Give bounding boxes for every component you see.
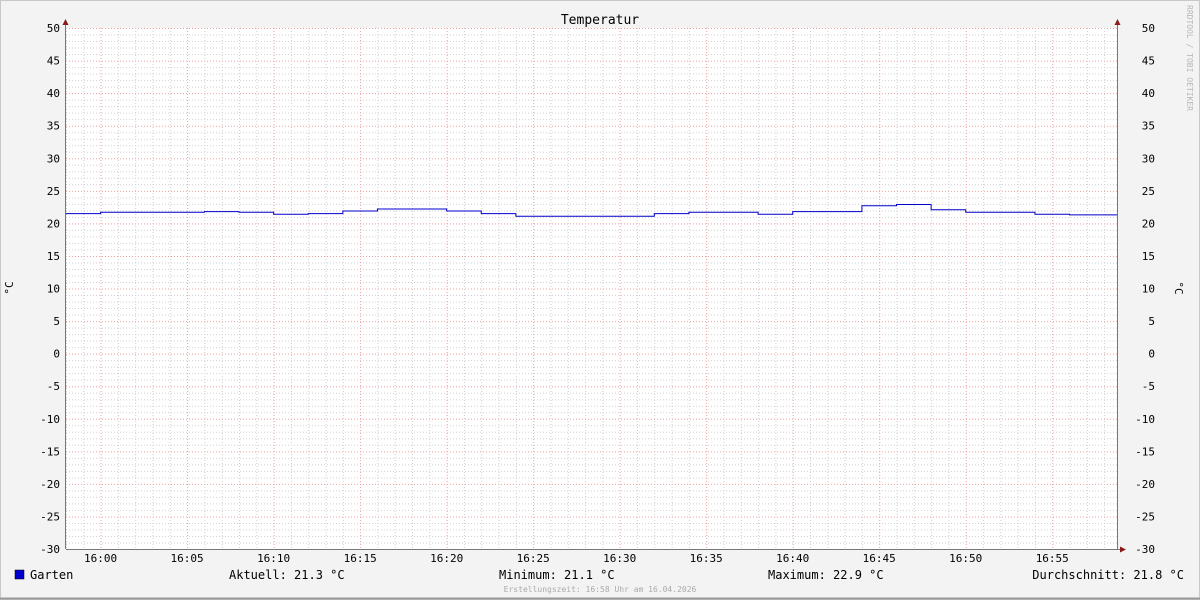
- x-tick-label: 16:40: [776, 552, 809, 565]
- x-tick-label: 16:30: [603, 552, 636, 565]
- legend-minimum: Minimum: 21.1 °C: [499, 568, 615, 582]
- y-tick-label-right: 0: [1148, 348, 1155, 361]
- y-tick-label-right: -10: [1135, 413, 1155, 426]
- x-tick-label: 16:15: [344, 552, 377, 565]
- y-tick-label-right: 5: [1148, 315, 1155, 328]
- y-tick-label-right: 35: [1142, 120, 1155, 133]
- legend-average: Durchschnitt: 21.8 °C: [1032, 568, 1184, 582]
- y-tick-label-left: 40: [47, 87, 60, 100]
- y-tick-label-right: 10: [1142, 283, 1155, 296]
- y-axis-arrow-left-icon: [62, 19, 69, 25]
- y-tick-label-left: -5: [47, 380, 60, 393]
- legend-current: Aktuell: 21.3 °C: [229, 568, 345, 582]
- y-tick-label-left: 35: [47, 120, 60, 133]
- y-tick-label-left: 5: [53, 315, 60, 328]
- legend-maximum: Maximum: 22.9 °C: [768, 568, 884, 582]
- y-tick-label-left: 20: [47, 217, 60, 230]
- legend-swatch-garten: [14, 569, 25, 580]
- watermark: RRDTOOL / TOBI OETIKER: [1185, 5, 1194, 111]
- y-tick-label-left: 50: [47, 22, 60, 35]
- x-tick-label: 16:10: [257, 552, 290, 565]
- y-tick-label-left: -30: [40, 543, 60, 556]
- y-tick-label-right: 25: [1142, 185, 1155, 198]
- grid: [66, 28, 1118, 550]
- y-tick-label-right: 15: [1142, 250, 1155, 263]
- legend-series-label: Garten: [30, 568, 73, 582]
- y-tick-label-left: -10: [40, 413, 60, 426]
- y-tick-label-left: 45: [47, 55, 60, 68]
- chart-title: Temperatur: [561, 13, 639, 28]
- creation-time-footer: Erstellungszeit: 16:58 Uhr am 16.04.2026: [504, 585, 697, 594]
- series-layer: [65, 203, 1118, 217]
- x-tick-label: 16:05: [171, 552, 204, 565]
- legend: Garten Aktuell: 21.3 °C Minimum: 21.1 °C…: [14, 568, 1184, 582]
- y-tick-label-right: 50: [1142, 22, 1155, 35]
- x-tick-label: 16:50: [949, 552, 982, 565]
- y-tick-label-left: -20: [40, 478, 60, 491]
- y-tick-label-right: 45: [1142, 55, 1155, 68]
- x-axis-arrow-icon: [1120, 546, 1126, 553]
- y-tick-label-left: 10: [47, 283, 60, 296]
- y-tick-label-right: 40: [1142, 87, 1155, 100]
- x-tick-label: 16:35: [690, 552, 723, 565]
- y-axis-arrow-right-icon: [1114, 19, 1121, 25]
- y-tick-label-right: 20: [1142, 217, 1155, 230]
- y-tick-label-right: -30: [1135, 543, 1155, 556]
- y-tick-label-left: -25: [40, 510, 60, 523]
- x-tick-label: 16:25: [517, 552, 550, 565]
- x-tick-label: 16:45: [863, 552, 896, 565]
- y-axis-label-left: °C: [3, 281, 16, 294]
- y-tick-label-right: -20: [1135, 478, 1155, 491]
- y-tick-label-left: 30: [47, 152, 60, 165]
- y-tick-label-left: 25: [47, 185, 60, 198]
- y-tick-label-left: 15: [47, 250, 60, 263]
- y-tick-label-right: -25: [1135, 510, 1155, 523]
- axes: [62, 19, 1126, 553]
- x-tick-label: 16:00: [84, 552, 117, 565]
- x-tick-label: 16:20: [430, 552, 463, 565]
- y-tick-label-left: -15: [40, 445, 60, 458]
- x-tick-label: 16:55: [1036, 552, 1069, 565]
- y-tick-label-right: -15: [1135, 445, 1155, 458]
- y-axis-label-right: °C: [1172, 281, 1185, 294]
- y-tick-label-right: 30: [1142, 152, 1155, 165]
- y-tick-label-right: -5: [1142, 380, 1155, 393]
- series-line-garten: [66, 203, 1118, 217]
- y-tick-label-left: 0: [53, 348, 60, 361]
